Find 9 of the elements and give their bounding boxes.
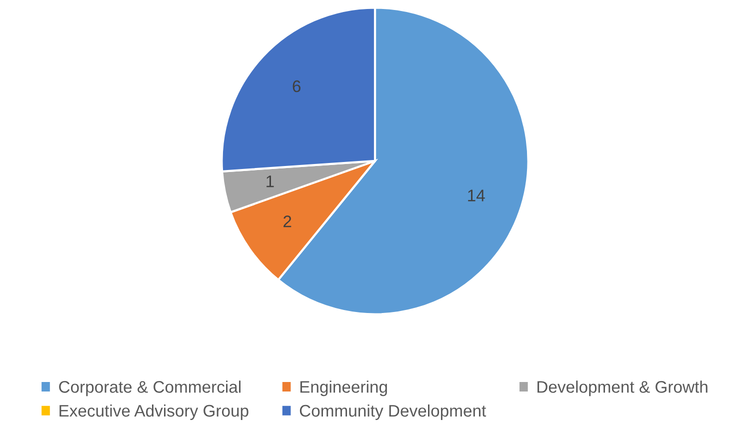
legend-label: Executive Advisory Group <box>60 404 248 420</box>
data-label: 6 <box>292 80 300 92</box>
data-label: 2 <box>284 216 292 228</box>
legend-label: Corporate & Commercial <box>59 380 241 396</box>
data-label: 1 <box>266 176 274 188</box>
legend-label: Development & Growth <box>538 380 708 396</box>
data-label: 14 <box>468 190 485 202</box>
legend-label: Engineering <box>300 380 387 396</box>
legend-label: Community Development <box>300 404 486 420</box>
